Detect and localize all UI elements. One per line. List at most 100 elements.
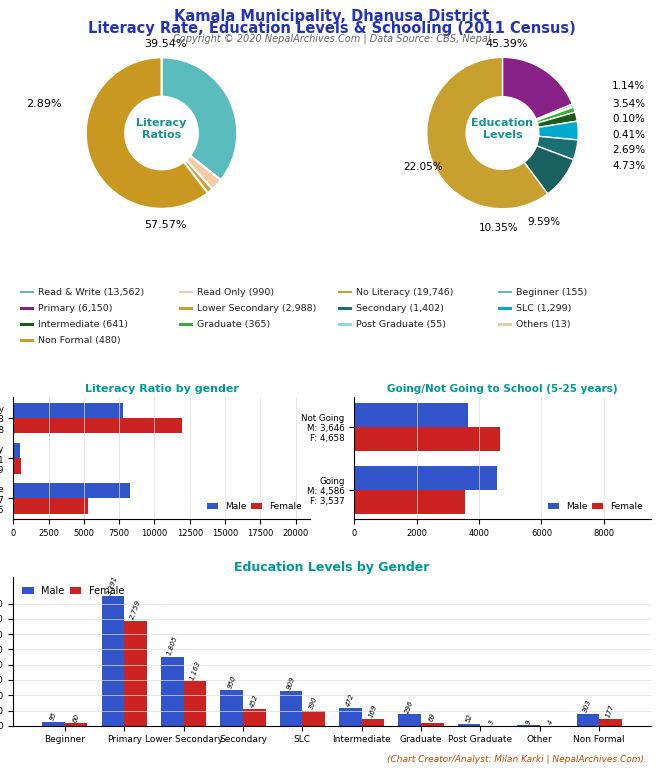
Wedge shape [184,160,212,193]
FancyBboxPatch shape [339,291,353,293]
FancyBboxPatch shape [498,291,512,293]
Text: 1,163: 1,163 [189,660,201,680]
Legend: Male, Female: Male, Female [544,498,646,515]
Bar [13,403,124,419]
Bar [458,723,481,726]
Text: 52: 52 [465,713,473,723]
Text: SLC (1,299): SLC (1,299) [515,304,571,313]
Text: 950: 950 [226,674,237,689]
Legend: Male, Female: Male, Female [18,582,128,600]
FancyBboxPatch shape [20,339,34,342]
Text: Kamala Municipality, Dhanusa District: Kamala Municipality, Dhanusa District [175,9,489,25]
Text: Read Only (990): Read Only (990) [197,287,274,296]
Text: 452: 452 [249,694,260,708]
Text: 177: 177 [606,703,616,718]
Bar [576,714,599,726]
Wedge shape [537,107,575,123]
Text: Graduate (365): Graduate (365) [197,320,270,329]
Text: 1.14%: 1.14% [612,81,645,91]
Text: 95: 95 [49,711,58,722]
Text: 0.10%: 0.10% [612,114,645,124]
Text: Copyright © 2020 NepalArchives.Com | Data Source: CBS, Nepal: Copyright © 2020 NepalArchives.Com | Dat… [173,33,491,44]
Wedge shape [524,146,574,194]
Bar [13,498,88,514]
Text: 57.57%: 57.57% [144,220,187,230]
Wedge shape [537,106,574,121]
Text: 169: 169 [368,704,378,719]
Bar [220,690,243,726]
Text: 10.35%: 10.35% [479,223,519,233]
Wedge shape [427,58,548,209]
Text: 3.54%: 3.54% [612,99,645,109]
Text: Intermediate (641): Intermediate (641) [37,320,127,329]
Wedge shape [537,137,578,160]
Bar [339,708,362,726]
Text: Non Formal (480): Non Formal (480) [37,336,120,346]
FancyBboxPatch shape [20,323,34,326]
Bar [13,483,130,498]
Bar [354,490,465,514]
Bar [183,681,206,726]
Text: 4: 4 [548,719,554,725]
Bar [124,621,147,726]
Text: 909: 909 [286,676,296,690]
Text: 472: 472 [345,693,355,707]
Bar [243,709,266,726]
Bar [362,720,384,726]
Text: 2,759: 2,759 [129,599,141,620]
Text: Others (13): Others (13) [515,320,570,329]
Text: Lower Secondary (2,988): Lower Secondary (2,988) [197,304,316,313]
Bar [42,722,65,726]
Bar [354,403,468,427]
Text: Secondary (1,402): Secondary (1,402) [356,304,444,313]
Wedge shape [503,58,572,119]
Text: 2.69%: 2.69% [612,144,645,154]
Legend: Male, Female: Male, Female [203,498,305,515]
Bar [599,719,622,726]
Bar [421,723,444,726]
Bar [161,657,183,726]
FancyBboxPatch shape [339,323,353,326]
Text: 3: 3 [488,719,495,725]
Bar [302,711,325,726]
Text: (Chart Creator/Analyst: Milan Karki | NepalArchives.Com): (Chart Creator/Analyst: Milan Karki | Ne… [387,755,644,764]
Text: 3,391: 3,391 [107,574,120,596]
FancyBboxPatch shape [179,307,193,310]
FancyBboxPatch shape [498,323,512,326]
Bar [280,691,302,726]
Text: Literacy
Ratios: Literacy Ratios [136,118,187,140]
Bar [65,723,88,726]
Wedge shape [536,104,573,120]
Bar [13,443,20,458]
Text: Post Graduate (55): Post Graduate (55) [356,320,446,329]
Text: No Literacy (19,746): No Literacy (19,746) [356,287,454,296]
Text: 45.39%: 45.39% [485,38,527,48]
Text: 2.89%: 2.89% [26,99,62,109]
Text: 0.41%: 0.41% [612,130,645,140]
Wedge shape [539,121,578,140]
FancyBboxPatch shape [179,323,193,326]
Text: 69: 69 [428,712,437,723]
Text: 4.73%: 4.73% [612,161,645,171]
Title: Literacy Ratio by gender: Literacy Ratio by gender [84,384,238,394]
Text: 296: 296 [404,699,415,714]
Bar [398,714,421,726]
Bar [13,458,21,474]
Wedge shape [161,58,237,180]
FancyBboxPatch shape [498,307,512,310]
Text: Beginner (155): Beginner (155) [515,287,587,296]
Text: 60: 60 [72,713,80,723]
Wedge shape [537,112,577,127]
Bar [354,427,499,451]
Text: Read & Write (13,562): Read & Write (13,562) [37,287,143,296]
Text: 1,805: 1,805 [166,635,179,657]
Text: 9.59%: 9.59% [528,217,560,227]
Text: Primary (6,150): Primary (6,150) [37,304,112,313]
Text: Education
Levels: Education Levels [471,118,533,140]
Wedge shape [537,106,573,121]
Wedge shape [186,156,221,189]
Text: 22.05%: 22.05% [403,162,443,172]
Text: 9: 9 [525,719,532,725]
Wedge shape [86,58,208,209]
Bar [102,597,124,726]
